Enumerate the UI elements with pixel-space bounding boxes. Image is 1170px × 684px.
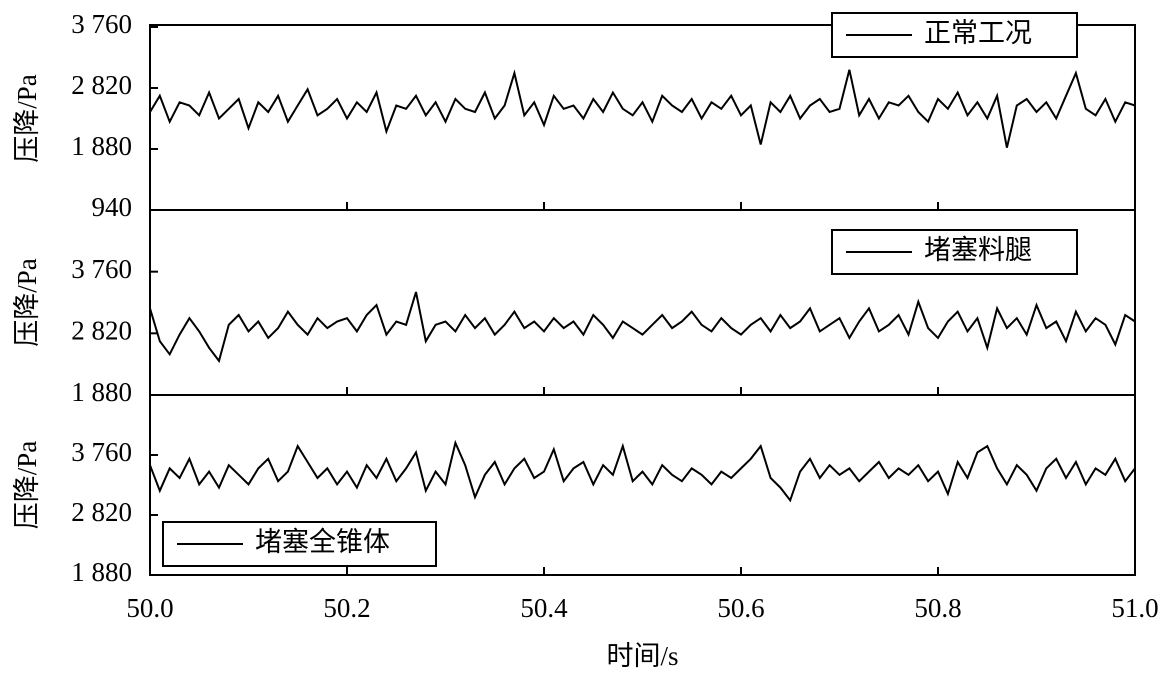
y-axis-label: 压降/Pa <box>12 441 42 530</box>
x-tick-label: 50.2 <box>323 593 370 623</box>
y-tick-label: 3 760 <box>71 437 132 467</box>
plot-frame <box>149 394 1136 576</box>
x-tick-label: 50.8 <box>914 593 961 623</box>
legend-label: 堵塞全锥体 <box>255 527 390 557</box>
x-tick-label: 50.4 <box>520 593 568 623</box>
legend-label: 正常工况 <box>924 18 1032 48</box>
series-line <box>149 439 1136 503</box>
y-axis-label: 压降/Pa <box>12 74 42 163</box>
series-line <box>149 69 1136 148</box>
y-tick-label: 2 820 <box>71 316 132 346</box>
y-tick-label: 1 880 <box>71 131 132 161</box>
y-tick-label: 1 880 <box>71 377 132 407</box>
x-tick-label: 50.6 <box>717 593 764 623</box>
y-tick-label: 3 760 <box>71 9 132 39</box>
y-tick-label: 2 820 <box>71 497 132 527</box>
y-tick-label: 3 760 <box>71 254 132 284</box>
y-axis-label: 压降/Pa <box>12 258 42 347</box>
x-tick-label: 50.0 <box>126 593 173 623</box>
series-line <box>149 291 1136 364</box>
legend-label: 堵塞料腿 <box>924 235 1032 265</box>
y-tick-label: 2 820 <box>71 70 132 100</box>
y-tick-label: 1 880 <box>71 557 132 587</box>
y-tick-label: 940 <box>92 192 133 222</box>
x-axis-label: 时间/s <box>606 641 678 671</box>
x-tick-label: 51.0 <box>1111 593 1158 623</box>
